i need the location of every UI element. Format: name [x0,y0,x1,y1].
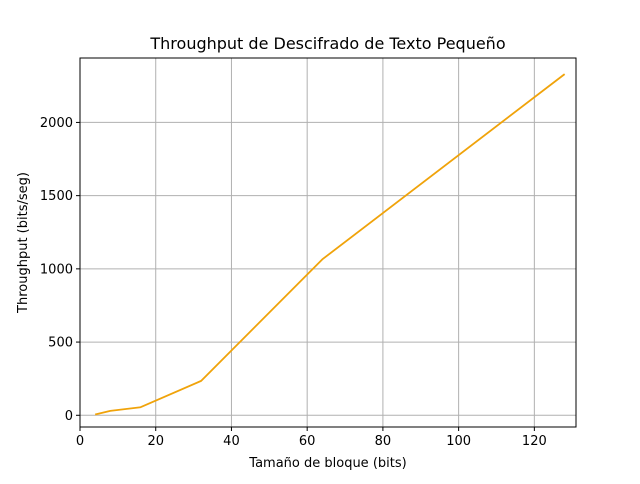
y-tick-label: 1500 [40,189,73,204]
x-tick-label: 100 [446,434,471,449]
y-tick-label: 500 [48,336,73,351]
x-axis-label: Tamaño de bloque (bits) [248,456,406,471]
ticks: 0 20 40 60 80 100 120 0 500 1000 1500 2000 [40,116,547,449]
y-tick-label: 0 [65,409,73,424]
series-line [94,73,566,416]
x-tick-label: 80 [375,434,392,449]
chart-title: Throughput de Descifrado de Texto Pequeñ… [149,34,505,53]
grid [79,58,576,427]
x-tick-label: 120 [522,434,547,449]
plot-frame [79,57,577,428]
x-tick-label: 60 [299,434,316,449]
x-tick-label: 0 [76,434,84,449]
y-tick-label: 1000 [40,262,73,277]
x-tick-label: 20 [147,434,164,449]
y-axis-label: Throughput (bits/seg) [16,172,31,314]
x-tick-label: 40 [223,434,240,449]
y-tick-label: 2000 [40,116,73,131]
series-layer [94,73,566,416]
